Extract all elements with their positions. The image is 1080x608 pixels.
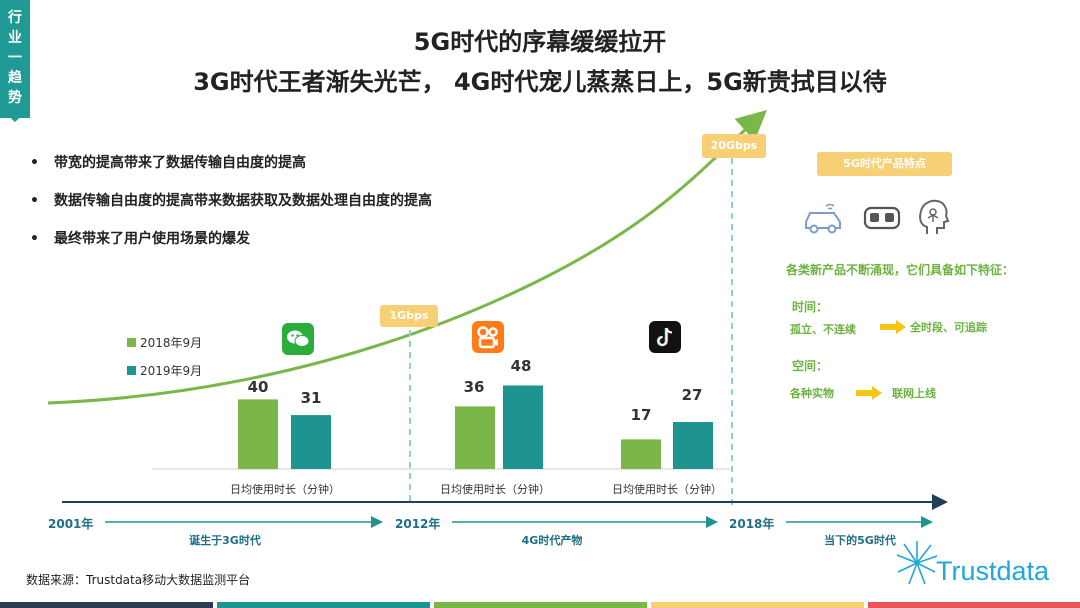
bar-2019-wechat [291, 415, 331, 469]
bar-value-label: 17 [630, 406, 652, 424]
features-headline: 各类新产品不断涌现，它们具备如下特征： [786, 263, 1015, 277]
bar-group [238, 385, 713, 469]
timeline-era: 4G时代产物 [521, 534, 583, 547]
legend-swatch [127, 366, 136, 375]
timeline-era: 诞生于3G时代 [189, 534, 261, 547]
category-label: 日均使用时长（分钟） [230, 483, 340, 496]
bullet-text: 数据传输自由度的提高带来数据获取及数据处理自由度的提高 [54, 193, 432, 209]
footer-bar [868, 602, 1080, 608]
space-from: 各种实物 [790, 387, 834, 400]
bullet-text: 带宽的提高带来了数据传输自由度的提高 [54, 155, 306, 171]
trustdata-logo: Trustdata [936, 556, 1050, 586]
timeline-year: 2018年 [729, 517, 775, 531]
growth-curve [47, 109, 767, 405]
data-source: 数据来源：Trustdata移动大数据监测平台 [26, 573, 251, 587]
legend-label: 2019年9月 [140, 364, 203, 378]
bandwidth-badge: 1Gbps [380, 305, 438, 327]
bar-value-label: 27 [681, 386, 703, 404]
wechat-icon [282, 323, 314, 355]
bar-value-label: 48 [510, 357, 532, 375]
time-label: 时间： [792, 300, 829, 314]
timeline-year: 2012年 [395, 517, 441, 531]
bullet-item: • 数据传输自由度的提高带来数据获取及数据处理自由度的提高 [30, 193, 432, 209]
bar-value-label: 36 [463, 378, 485, 396]
features-badge: 5G时代产品特点 [817, 152, 952, 176]
space-label: 空间： [792, 359, 829, 373]
bullet-item: • 最终带来了用户使用场景的爆发 [30, 231, 250, 247]
arrow-right-icon [880, 320, 906, 334]
bullet-item: • 带宽的提高带来了数据传输自由度的提高 [30, 155, 306, 171]
page-title: 5G时代的序幕缓缓拉开 [413, 28, 667, 56]
tag-char: 势 [8, 90, 22, 106]
kuaishou-icon [472, 321, 504, 353]
time-from: 孤立、不连续 [790, 323, 856, 336]
bar-2019-kuaishou [503, 385, 543, 469]
bandwidth-badge: 20Gbps [702, 134, 766, 158]
category-label: 日均使用时长（分钟） [612, 483, 722, 496]
tag-char: 业 [8, 30, 22, 46]
page-subtitle: 3G时代王者渐失光芒， 4G时代宠儿蒸蒸日上，5G新贵拭目以待 [193, 68, 887, 96]
bar-2018-douyin [621, 439, 661, 469]
section-tag-tip [0, 108, 30, 122]
time-to: 全时段、可追踪 [910, 321, 987, 334]
footer-bar [0, 602, 213, 608]
bullet-text: 最终带来了用户使用场景的爆发 [54, 231, 250, 247]
tag-char: 一 [8, 50, 22, 66]
douyin-icon [649, 321, 681, 353]
connected-car-icon [800, 200, 846, 236]
bar-value-label: 31 [300, 389, 322, 407]
legend-label: 2018年9月 [140, 336, 203, 350]
space-to: 联网上线 [892, 387, 936, 400]
tag-char: 行 [8, 10, 22, 26]
section-tag: 行 业 一 趋 势 [0, 0, 30, 118]
timeline-era: 当下的5G时代 [824, 534, 896, 547]
vr-headset-icon [862, 202, 902, 234]
arrow-right-icon [856, 386, 882, 400]
bar-2018-kuaishou [455, 406, 495, 469]
category-label: 日均使用时长（分钟） [440, 483, 550, 496]
bar-2019-douyin [673, 422, 713, 469]
bar-value-label: 40 [247, 378, 269, 396]
tag-char: 趋 [8, 70, 22, 86]
timeline-year: 2001年 [48, 517, 94, 531]
legend-swatch [127, 338, 136, 347]
footer-bar [434, 602, 647, 608]
footer-bar [651, 602, 864, 608]
bar-2018-wechat [238, 399, 278, 469]
trustdata-logo-icon [895, 538, 939, 588]
footer-bar [217, 602, 430, 608]
ai-head-icon [915, 198, 951, 236]
